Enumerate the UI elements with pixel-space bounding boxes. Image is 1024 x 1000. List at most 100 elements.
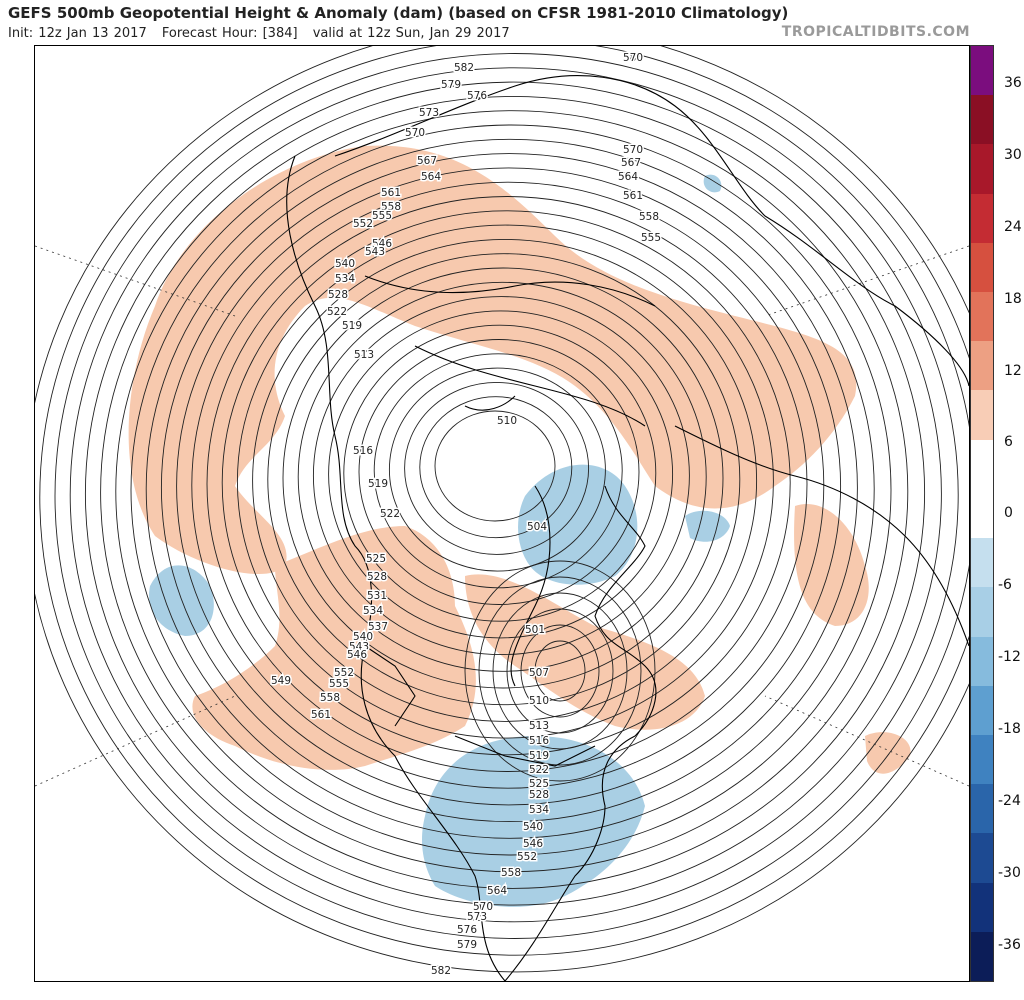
height-contour-line [176, 167, 842, 806]
height-contour-line [35, 46, 969, 973]
colorbar-tick-label: -18 [998, 721, 1021, 737]
height-contour-line [221, 210, 791, 756]
height-contour-line [130, 124, 892, 856]
colorbar-segment [971, 833, 993, 884]
contour-label: 504 [527, 521, 547, 533]
colorbar-tick-label: -36 [998, 937, 1021, 953]
colorbar-tick-label: -12 [998, 649, 1021, 665]
height-contour-line [534, 640, 586, 702]
contour-label: 513 [354, 349, 374, 361]
height-contour-line [358, 339, 640, 605]
contour-label: 519 [342, 320, 362, 332]
contour-label: 582 [431, 965, 451, 977]
height-contour-line [69, 67, 959, 923]
contour-label: 570 [473, 901, 493, 913]
height-contour-line [282, 267, 724, 689]
height-contour-line [39, 46, 969, 956]
contour-label: 549 [271, 675, 291, 687]
height-contour-line [478, 576, 642, 766]
colorbar-segment [971, 538, 993, 588]
colorbar-segment [971, 95, 993, 145]
contour-label: 567 [621, 157, 641, 169]
contour-label: 582 [454, 62, 474, 74]
map-canvas: 5855825795765735705675645615585555525465… [35, 46, 969, 981]
contour-label: 540 [335, 258, 355, 270]
height-contour-line [84, 81, 942, 906]
height-contour-line [328, 310, 674, 639]
contour-label: 537 [368, 621, 388, 633]
contour-label: 525 [529, 778, 549, 790]
contour-label: 510 [497, 415, 517, 427]
colorbar-tick-label: 18 [1004, 291, 1022, 307]
height-contour-line [54, 53, 969, 939]
contour-label: 528 [367, 571, 387, 583]
colorbar-segment [971, 341, 993, 391]
map-title: GEFS 500mb Geopotential Height & Anomaly… [8, 4, 789, 22]
height-contour-line [252, 238, 758, 722]
contour-label: 534 [363, 605, 383, 617]
brand-watermark: TROPICALTIDBITS.COM [781, 24, 970, 40]
contour-label: 564 [487, 885, 507, 897]
height-contour-line [267, 253, 741, 706]
contour-label: 558 [320, 692, 340, 704]
init-time: Init: 12z Jan 13 2017 [8, 26, 147, 41]
contour-label: 543 [349, 641, 369, 653]
map-subtitle: Init: 12z Jan 13 2017 Forecast Hour: [38… [8, 26, 520, 41]
height-contour-line [492, 592, 628, 750]
height-contour-line [404, 381, 590, 555]
contour-label: 534 [529, 804, 549, 816]
colorbar-tick-label: 24 [1004, 219, 1022, 235]
colorbar-tick-label: 12 [1004, 363, 1022, 379]
contour-label: 579 [457, 939, 477, 951]
contour-label: 576 [457, 924, 477, 936]
height-contour-line [236, 224, 774, 739]
colorbar-segment [971, 144, 993, 195]
contour-label: 519 [529, 750, 549, 762]
height-contour-line [506, 608, 614, 734]
height-contour-line [206, 196, 808, 772]
colorbar-segment [971, 439, 993, 490]
colorbar-segment [971, 46, 993, 96]
contour-label: 534 [335, 273, 355, 285]
height-contour-line [464, 560, 656, 782]
colorbar-segment [971, 587, 993, 638]
height-contour-line [434, 410, 556, 522]
colorbar-tick-label: 30 [1004, 147, 1022, 163]
contour-label: 546 [523, 838, 543, 850]
height-contour-line [343, 324, 657, 622]
contour-label: 570 [405, 127, 425, 139]
contour-label: 525 [366, 553, 386, 565]
contour-label: 570 [623, 144, 643, 156]
colorbar-tick-label: 36 [1004, 75, 1022, 91]
contour-label: 540 [353, 631, 373, 643]
contour-label: 576 [467, 90, 487, 102]
contour-label: 573 [467, 911, 487, 923]
contour-label: 510 [529, 695, 549, 707]
contour-label: 552 [517, 851, 537, 863]
height-contour-line [419, 396, 573, 539]
colorbar-tick-label: -6 [998, 577, 1012, 593]
contour-label: 558 [381, 201, 401, 213]
contour-label: 522 [380, 508, 400, 520]
coastlines [286, 75, 969, 981]
colorbar-tick-label: -24 [998, 793, 1021, 809]
colorbar-segment [971, 882, 993, 933]
colorbar-segment [971, 488, 993, 539]
colorbar-segment [971, 390, 993, 441]
height-contours [35, 46, 969, 973]
colorbar-tick-label: 0 [1004, 505, 1013, 521]
height-contour-line [520, 624, 600, 718]
colorbar-segment [971, 636, 993, 687]
height-contour-line [100, 95, 926, 889]
map-panel: 585 582 579 576 573 570 567 564 561 558 555 552 546 5… [34, 45, 970, 982]
contour-label: 570 [623, 52, 643, 64]
height-contour-line [388, 367, 606, 572]
contour-label: 561 [381, 187, 401, 199]
colorbar-segment [971, 784, 993, 834]
contour-label: 531 [367, 590, 387, 602]
contour-label: 540 [523, 821, 543, 833]
valid-time: valid at 12z Sun, Jan 29 2017 [312, 26, 510, 41]
contour-label: 573 [419, 107, 439, 119]
colorbar-tick-label: 6 [1004, 434, 1013, 450]
contour-label: 555 [329, 678, 349, 690]
